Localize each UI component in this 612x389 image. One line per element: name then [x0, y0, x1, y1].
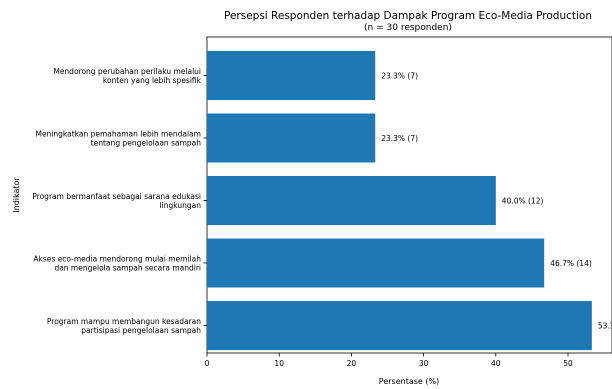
- data-label: 23.3% (7): [381, 72, 418, 81]
- data-label: 23.3% (7): [381, 134, 418, 143]
- bar: [207, 301, 592, 350]
- data-label: 46.7% (14): [550, 259, 592, 268]
- category-label: Program bermanfaat sebagai sarana edukas…: [32, 192, 201, 201]
- y-axis-label: Indikator: [12, 177, 21, 213]
- category-label: tentang pengelolaan sampah: [91, 139, 201, 148]
- category-label: Mendorong perubahan perilaku melalui: [53, 67, 201, 76]
- x-tick-label: 0: [205, 359, 210, 368]
- chart-subtitle: (n = 30 responden): [364, 23, 452, 33]
- bar: [207, 238, 545, 288]
- x-tick-label: 30: [419, 359, 429, 368]
- category-label: lingkungan: [160, 201, 202, 210]
- category-label: partisipasi pengelolaan sampah: [81, 326, 201, 335]
- x-tick-label: 10: [274, 359, 284, 368]
- bar: [207, 113, 376, 163]
- bars-group: 23.3% (7) 23.3% (7) 40.0% (12) 46.7% (14) 53…: [207, 51, 612, 350]
- bar: [207, 51, 376, 100]
- category-label: Program mampu membangun kesadaran: [47, 317, 201, 326]
- category-label: dan mengelola sampah secara mandiri: [54, 264, 201, 273]
- x-tick-label: 50: [563, 359, 573, 368]
- category-label: Akses eco-media mendorong mulai memilah: [33, 255, 201, 264]
- x-axis-label: Persentase (%): [379, 377, 439, 385]
- data-label: 53.3% (16): [598, 322, 612, 331]
- x-ticks: 0102030405060: [205, 353, 573, 368]
- category-label: konten yang lebih spesifik: [103, 76, 202, 85]
- x-tick-label: 40: [491, 359, 501, 368]
- x-tick-label: 20: [347, 359, 357, 368]
- data-label: 40.0% (12): [502, 197, 544, 206]
- bar: [207, 176, 496, 225]
- chart-title: Persepsi Responden terhadap Dampak Progr…: [224, 10, 592, 22]
- category-label: Meningkatkan pemahaman lebih mendalam: [36, 130, 202, 139]
- y-tick-labels: Mendorong perubahan perilaku melaluikont…: [32, 67, 207, 335]
